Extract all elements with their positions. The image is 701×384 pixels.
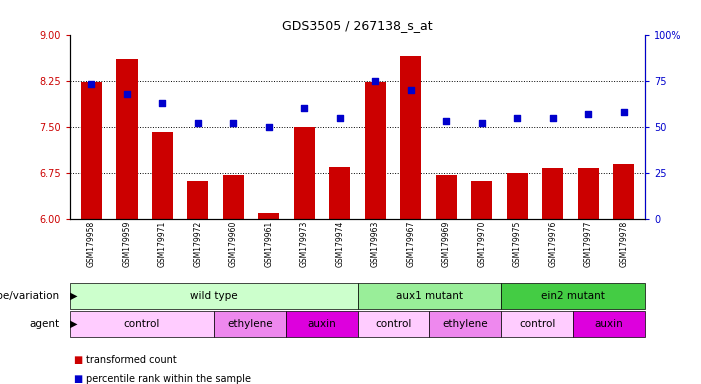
Text: ▶: ▶ (70, 291, 78, 301)
Bar (258, 213, 280, 219)
Bar (214, 311, 286, 337)
Text: transformed count: transformed count (86, 355, 176, 365)
Text: ■: ■ (74, 374, 83, 384)
Text: aux1 mutant: aux1 mutant (396, 291, 463, 301)
Bar (151, 132, 173, 219)
Bar (542, 169, 564, 219)
Bar (578, 169, 599, 219)
Text: ■: ■ (74, 355, 83, 365)
Text: agent: agent (29, 319, 60, 329)
Point (618, 109, 629, 115)
Point (192, 120, 203, 126)
Text: ▶: ▶ (70, 319, 78, 329)
Bar (471, 181, 492, 219)
Bar (329, 167, 350, 219)
Text: control: control (124, 319, 160, 329)
Point (583, 111, 594, 117)
Bar (358, 311, 430, 337)
Point (441, 118, 452, 124)
Bar (358, 283, 501, 309)
Bar (400, 56, 421, 219)
Bar (365, 83, 386, 219)
Bar (435, 175, 457, 219)
Point (157, 100, 168, 106)
Text: wild type: wild type (190, 291, 238, 301)
Text: ethylene: ethylene (442, 319, 488, 329)
Bar (70, 311, 214, 337)
Bar (507, 173, 528, 219)
Text: control: control (375, 319, 411, 329)
Point (369, 78, 381, 84)
Bar (294, 127, 315, 219)
Bar (286, 311, 358, 337)
Point (299, 105, 310, 111)
Point (263, 124, 274, 130)
Text: auxin: auxin (594, 319, 623, 329)
Text: auxin: auxin (307, 319, 336, 329)
Bar (501, 283, 645, 309)
Text: ethylene: ethylene (227, 319, 273, 329)
Title: GDS3505 / 267138_s_at: GDS3505 / 267138_s_at (283, 19, 433, 32)
Bar (573, 311, 645, 337)
Text: control: control (519, 319, 555, 329)
Text: percentile rank within the sample: percentile rank within the sample (86, 374, 250, 384)
Bar (81, 83, 102, 219)
Point (334, 114, 346, 121)
Point (121, 91, 132, 97)
Point (228, 120, 239, 126)
Point (476, 120, 487, 126)
Bar (116, 59, 137, 219)
Bar (613, 164, 634, 219)
Text: genotype/variation: genotype/variation (0, 291, 60, 301)
Bar (430, 311, 501, 337)
Bar (187, 181, 208, 219)
Point (547, 114, 558, 121)
Bar (501, 311, 573, 337)
Bar (70, 283, 358, 309)
Text: ein2 mutant: ein2 mutant (541, 291, 605, 301)
Point (512, 114, 523, 121)
Point (405, 87, 416, 93)
Bar (223, 175, 244, 219)
Point (86, 81, 97, 88)
